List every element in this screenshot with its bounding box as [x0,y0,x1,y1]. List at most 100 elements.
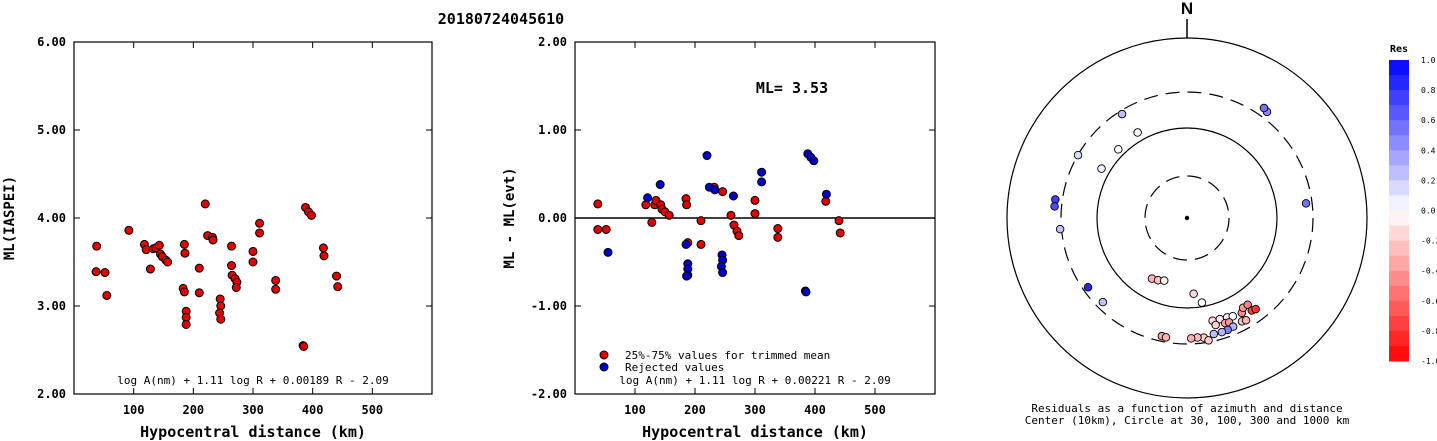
polar-point [1117,109,1127,119]
polar-point [1097,164,1106,173]
p2-xtick-label: 200 [684,403,706,417]
p2-point-s0 [773,224,783,234]
p1-point-s0 [124,225,134,235]
p2-ytick-label: -2.00 [531,387,567,401]
residual-colorbar: Res 1.0 0.8 0.6 0.4 0.2 0.0 -0.2 -0.4 -0.6 -0.8 -1… [1389,44,1437,366]
p1-ylabel: ML(IASPEI) [2,176,18,260]
colorbar-cell [1389,210,1409,227]
panel-residual-vs-distance: 100 200 300 400 500 -2.00 -1.00 0.00 1.00 2.00 ML… [502,35,936,441]
legend-marker-trimmed [599,350,609,360]
colorbar-cell [1389,135,1409,151]
p2-xlabel: Hypocentral distance (km) [642,423,868,441]
p2-point-s0 [601,224,611,234]
p2-point-s1 [603,247,613,257]
panel-polar-residuals: N Residuals as a function of azimuth and… [1006,0,1368,427]
polar-point [1114,145,1123,154]
colorbar-cell [1389,225,1409,242]
p1-point-s0 [255,218,265,228]
p1-point-s0 [200,199,210,209]
p1-point-s0 [319,251,329,261]
p2-point-s0 [773,232,783,242]
colorbar-cell [1389,105,1409,121]
colorbar-tick-label: -0.6 [1421,297,1437,306]
ml-annotation: ML= 3.53 [756,79,828,97]
polar-point [1251,304,1260,314]
p1-point-s0 [216,314,226,324]
colorbar-tick-label: 0.0 [1421,207,1436,216]
p1-point-s0 [332,271,342,281]
p2-point-s1 [728,191,738,201]
p1-point-s0 [318,243,328,253]
polar-point [1228,311,1238,321]
p1-point-s0 [145,264,155,274]
p1-point-s0 [333,282,343,292]
colorbar-tick-label: -1.0 [1421,357,1437,366]
p2-xtick-label: 300 [744,403,766,417]
p1-point-s0 [163,257,173,267]
polar-point [1083,283,1093,292]
p2-point-s0 [593,224,603,234]
polar-point [1161,333,1171,342]
p1-xtick-label: 200 [182,403,204,417]
colorbar-cell [1389,180,1409,196]
polar-point [1055,224,1065,234]
polar-point [1243,300,1252,309]
p2-point-s0 [835,228,845,238]
polar-point [1189,289,1198,299]
colorbar-tick-label: -0.2 [1421,237,1437,246]
colorbar-cell [1389,165,1409,181]
p2-point-s0 [664,210,674,220]
p1-point-s0 [194,288,204,298]
colorbar-cell [1389,330,1409,347]
p2-ytick-label: -1.00 [531,299,567,313]
north-label: N [1181,0,1193,18]
p2-point-s0 [647,217,657,227]
polar-point [1133,128,1142,137]
colorbar-cell [1389,60,1409,76]
p1-ytick-label: 3.00 [37,299,66,313]
p2-point-s0 [718,187,728,197]
p2-xtick-label: 500 [864,403,886,417]
p1-point-s0 [154,240,164,250]
p1-xtick-label: 100 [123,403,145,417]
p1-point-s0 [92,241,102,251]
p1-xlabel: Hypocentral distance (km) [140,423,366,441]
colorbar-tick-label: -0.8 [1421,327,1437,336]
p1-xtick-label: 400 [302,403,324,417]
polar-point [1241,315,1251,325]
p1-formula: log A(nm) + 1.11 log R + 0.00189 R - 2.0… [117,374,389,387]
colorbar-cell [1389,315,1409,332]
polar-point [1186,334,1196,343]
polar-point [1159,276,1169,285]
p1-point-s0 [255,228,265,238]
panel-ml-vs-distance: 100 200 300 400 500 2.00 3.00 4.00 5.00 6.00 log … [2,35,433,441]
colorbar-tick-label: 0.4 [1421,146,1436,155]
p2-point-s0 [734,231,744,241]
p1-point-s0 [248,246,258,256]
colorbar-cell [1389,285,1409,302]
p1-point-s0 [181,319,191,329]
colorbar-tick-label: 1.0 [1421,56,1436,65]
p2-ytick-label: 1.00 [538,123,567,137]
p2-point-s1 [718,268,728,278]
legend-label-trimmed: 25%-75% values for trimmed mean [625,349,830,362]
colorbar-tick-label: 0.6 [1421,116,1436,125]
polar-point [1301,199,1311,208]
plot-frame-1 [73,41,433,395]
p2-ytick-label: 2.00 [538,35,567,49]
ring-100km [1096,127,1278,309]
p2-xtick-label: 100 [624,403,646,417]
polar-point [1259,103,1269,113]
colorbar-tick-label: -0.4 [1421,267,1437,276]
p1-point-s0 [227,241,237,251]
p1-ytick-label: 2.00 [37,387,66,401]
p1-point-s0 [91,267,101,277]
colorbar-cell [1389,195,1409,211]
polar-point [1050,202,1059,211]
colorbar-title: Res [1390,44,1408,55]
p2-point-s0 [750,195,760,205]
p2-point-s0 [696,216,706,226]
polar-point [1209,329,1219,339]
p2-point-s0 [750,209,760,219]
p1-point-s0 [102,290,112,300]
